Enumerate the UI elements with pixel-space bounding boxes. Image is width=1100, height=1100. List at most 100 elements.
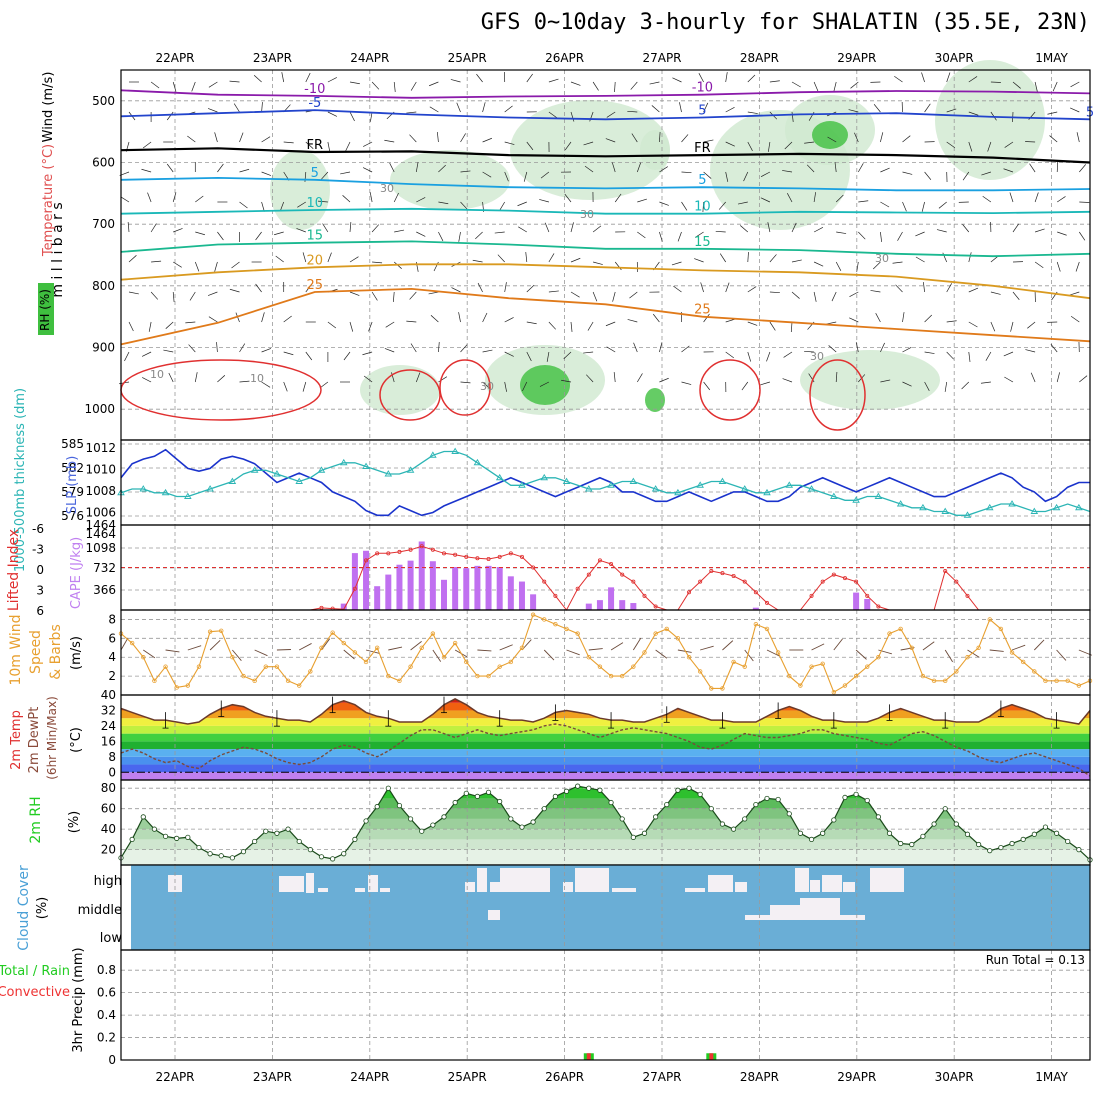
wind-barb <box>363 375 373 383</box>
rh-marker <box>742 816 748 822</box>
rh-marker <box>474 793 481 799</box>
wind-barb <box>1030 372 1036 383</box>
wind-speed-marker <box>129 640 135 646</box>
wind-barb <box>725 72 728 83</box>
wind-barb <box>605 321 616 327</box>
rh-marker <box>229 855 235 861</box>
x-tick-label-bottom: 24APR <box>350 1070 389 1084</box>
wind-speed-marker <box>363 659 369 665</box>
rh-marker <box>174 835 180 841</box>
precip-tick-label: 0.2 <box>97 1031 116 1045</box>
wind-speed-marker <box>675 636 681 641</box>
surface-wind-barb <box>120 637 129 651</box>
wind-barb <box>195 195 204 203</box>
wind-barb <box>372 261 383 264</box>
wind-barb <box>848 109 859 113</box>
wind-barb <box>476 73 483 83</box>
rh-contour-label: 30 <box>480 380 494 393</box>
li-marker <box>375 551 380 556</box>
isotherm-label: 5 <box>311 166 319 181</box>
wind-barb <box>437 132 439 143</box>
wind-barb <box>854 132 859 143</box>
warm-contour <box>809 359 866 431</box>
wind-barb <box>362 167 373 173</box>
cape-bar <box>619 600 626 610</box>
wind-barb <box>962 224 970 233</box>
wind-barb <box>1003 168 1014 173</box>
wind-barb <box>630 81 638 90</box>
rh-marker <box>719 821 726 827</box>
wind-barb <box>385 321 395 328</box>
thickness-marker <box>963 511 972 518</box>
wind-barb <box>880 201 890 208</box>
wind-barb <box>586 374 594 383</box>
rh-marker <box>864 797 870 804</box>
wind-barb <box>416 197 426 203</box>
thickness-tick-label: 582 <box>61 461 84 475</box>
wind-barb <box>718 201 726 210</box>
li-marker <box>831 572 836 577</box>
surface-wind-barb <box>833 638 843 651</box>
wind-barb <box>526 321 537 325</box>
wind-speed-marker <box>876 655 881 660</box>
wind-speed-marker <box>263 664 268 669</box>
wind-barb <box>629 291 638 299</box>
wind-speed-marker <box>764 626 770 632</box>
wind-barb <box>990 81 1001 83</box>
wind-barb <box>698 73 704 83</box>
wind-barb <box>804 141 815 144</box>
li-marker <box>497 554 502 559</box>
wind-barb <box>428 291 439 295</box>
thickness-tick-label: 579 <box>61 485 84 499</box>
li-tick-label: 6 <box>36 604 44 618</box>
wind-barb <box>719 253 726 263</box>
wind-barb <box>760 197 771 203</box>
cape-bar <box>407 560 414 610</box>
wind-barb <box>1070 315 1080 323</box>
cloud-block <box>708 875 733 892</box>
li-tick-label: 3 <box>36 584 44 598</box>
rh-marker <box>530 819 536 825</box>
wind-barb <box>583 351 594 354</box>
surface-wind-barb <box>588 648 603 651</box>
wind-barb <box>233 103 240 113</box>
wind-barb <box>438 201 449 205</box>
wind-barb <box>902 346 912 353</box>
wind-barb <box>460 170 471 173</box>
wind-speed-marker <box>374 645 380 650</box>
wind-speed-marker <box>586 655 591 660</box>
wind-barb <box>892 261 903 264</box>
wind-barb <box>880 342 885 353</box>
surface-wind-barb <box>744 649 754 662</box>
isotherm-label: -5 <box>308 96 321 111</box>
wind-barb <box>968 76 978 83</box>
wind-barb <box>504 105 513 113</box>
wind-barb <box>987 141 992 152</box>
wind-barb <box>1057 196 1066 203</box>
wind-barb <box>968 252 972 263</box>
wind-speed-marker <box>809 664 814 669</box>
rh-marker <box>608 799 614 806</box>
rh-contour-label: 30 <box>380 182 394 195</box>
wind-barb <box>504 141 515 145</box>
wind-barb <box>791 222 797 233</box>
wind-barb <box>239 380 250 383</box>
cape-bar <box>518 581 525 610</box>
wind-barb <box>195 231 206 236</box>
run-total-label: Run Total = 0.13 <box>986 953 1085 967</box>
cape-bar <box>585 603 592 610</box>
wind-barb <box>460 133 466 143</box>
thickness-marker <box>1008 500 1016 507</box>
wind-barb <box>760 171 771 178</box>
wind-barb <box>1050 344 1058 353</box>
wind-speed-marker <box>319 645 324 650</box>
wind-speed-marker <box>497 664 502 669</box>
thickness-marker <box>919 503 927 511</box>
wind-barb <box>525 252 528 263</box>
wind-speed-marker <box>274 664 280 669</box>
thickness-line <box>120 450 1091 516</box>
thickness-marker <box>518 481 526 488</box>
precip-tick-label: 0.4 <box>97 1008 116 1022</box>
pressure-tick-label: 700 <box>92 217 115 231</box>
surface-wind-barb <box>1033 639 1045 651</box>
